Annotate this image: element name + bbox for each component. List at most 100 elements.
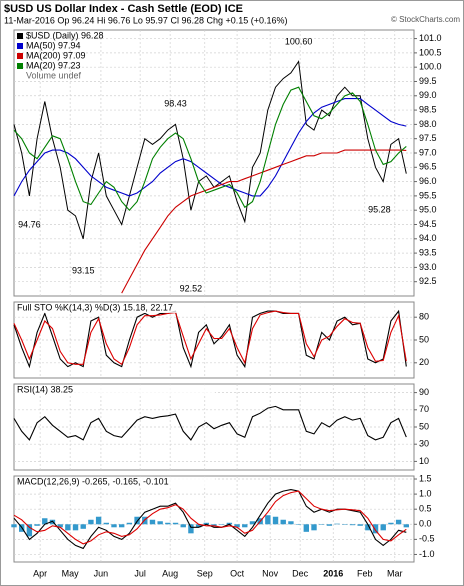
panel	[13, 475, 415, 563]
y-tick-label: 1.5	[419, 473, 432, 483]
legend-swatch	[17, 43, 23, 49]
legend-swatch	[17, 33, 23, 39]
histogram-bar	[188, 524, 194, 534]
y-tick-label: 50	[419, 421, 429, 431]
x-tick-label: Aug	[162, 568, 178, 578]
chart-subtitle: 11-Mar-2016 Op 96.24 Hi 96.76 Lo 95.97 C…	[4, 15, 288, 25]
chart-title: $USD US Dollar Index - Cash Settle (EOD)…	[4, 3, 243, 15]
histogram-bar	[72, 524, 79, 531]
histogram-bar	[57, 524, 63, 528]
y-tick-label: 97.5	[419, 133, 437, 143]
y-tick-label: -0.5	[419, 534, 435, 544]
x-tick-label: Feb	[357, 568, 373, 578]
histogram-bar	[319, 524, 325, 525]
histogram-bar	[165, 522, 171, 525]
y-tick-label: 96.0	[419, 176, 437, 186]
histogram-bar	[311, 524, 317, 531]
y-tick-label: 95.5	[419, 190, 437, 200]
y-tick-label: 96.5	[419, 162, 437, 172]
histogram-bar	[280, 519, 286, 525]
y-tick-label: 100.5	[419, 47, 442, 57]
histogram-bar	[403, 524, 409, 528]
histogram-bar	[303, 524, 309, 532]
histogram-bar	[342, 524, 348, 525]
histogram-bar	[11, 524, 17, 528]
histogram-bar	[42, 518, 48, 525]
y-tick-label: 1.0	[419, 488, 432, 498]
legend-entry: MA(50) 97.94	[26, 40, 81, 50]
x-tick-label: May	[62, 568, 80, 578]
x-tick-label: Oct	[230, 568, 245, 578]
annotation: 92.52	[180, 284, 203, 294]
histogram-bar	[172, 522, 179, 525]
annotation: 94.76	[18, 219, 41, 229]
series-line	[121, 149, 407, 294]
y-tick-label: 90	[419, 387, 429, 397]
y-tick-label: 80	[419, 312, 429, 322]
y-tick-label: 97.0	[419, 147, 437, 157]
histogram-bar	[103, 522, 109, 525]
histogram-bar	[126, 522, 133, 525]
histogram-bar	[388, 522, 394, 525]
legend-entry: MA(200) 97.09	[26, 50, 86, 60]
panel-title: RSI(14) 38.25	[17, 384, 73, 394]
y-tick-label: -1.0	[419, 549, 435, 559]
y-tick-label: 94.0	[419, 233, 437, 243]
histogram-bar	[203, 522, 209, 525]
y-tick-label: 92.5	[419, 276, 437, 286]
histogram-bar	[365, 524, 371, 531]
y-tick-label: 100.0	[419, 62, 442, 72]
series-line	[13, 405, 407, 441]
series-line	[13, 310, 407, 366]
histogram-bar	[211, 524, 217, 526]
histogram-bar	[295, 524, 302, 525]
histogram-bar	[26, 524, 33, 537]
histogram-bar	[349, 524, 356, 526]
histogram-bar	[395, 519, 402, 525]
legend-entry: MA(20) 97.23	[26, 60, 81, 70]
annotation: 93.15	[72, 265, 95, 275]
histogram-bar	[95, 516, 102, 525]
y-tick-label: 94.5	[419, 219, 437, 229]
panel-title-bg	[15, 303, 215, 313]
annotation: 95.28	[368, 205, 391, 215]
histogram-bar	[88, 519, 94, 525]
histogram-bar	[249, 521, 256, 525]
histogram-bar	[226, 522, 233, 525]
histogram-bar	[195, 524, 202, 528]
x-tick-label: Jun	[94, 568, 109, 578]
panel-title-bg	[15, 385, 215, 395]
series-line	[13, 490, 407, 545]
series-line	[13, 86, 407, 212]
histogram-bar	[242, 524, 248, 528]
y-tick-label: 30	[419, 439, 429, 449]
histogram-bar	[380, 524, 386, 531]
histogram-bar	[326, 524, 333, 526]
histogram-bar	[111, 524, 117, 528]
histogram-bar	[80, 524, 86, 529]
panel	[13, 29, 415, 297]
histogram-bar	[265, 515, 271, 525]
histogram-bar	[34, 524, 40, 526]
histogram-bar	[65, 524, 71, 531]
panel-title: MACD(12,26,9) -0.265, -0.165, -0.101	[17, 476, 169, 486]
annotation: 100.60	[285, 36, 313, 46]
annotation: 98.43	[164, 98, 187, 108]
histogram-bar	[372, 524, 379, 534]
y-tick-label: 98.0	[419, 119, 437, 129]
y-tick-label: 70	[419, 404, 429, 414]
y-tick-label: 95.0	[419, 205, 437, 215]
histogram-bar	[357, 524, 363, 526]
x-tick-label: Jul	[134, 568, 146, 578]
histogram-bar	[149, 519, 156, 525]
y-tick-label: 101.0	[419, 33, 442, 43]
x-tick-label: Dec	[292, 568, 309, 578]
y-tick-label: 50	[419, 334, 429, 344]
y-tick-label: 99.5	[419, 76, 437, 86]
histogram-bar	[288, 521, 294, 525]
x-tick-label: Sep	[197, 568, 213, 578]
legend-swatch	[17, 53, 23, 59]
y-tick-label: 99.0	[419, 90, 437, 100]
y-tick-label: 98.5	[419, 104, 437, 114]
